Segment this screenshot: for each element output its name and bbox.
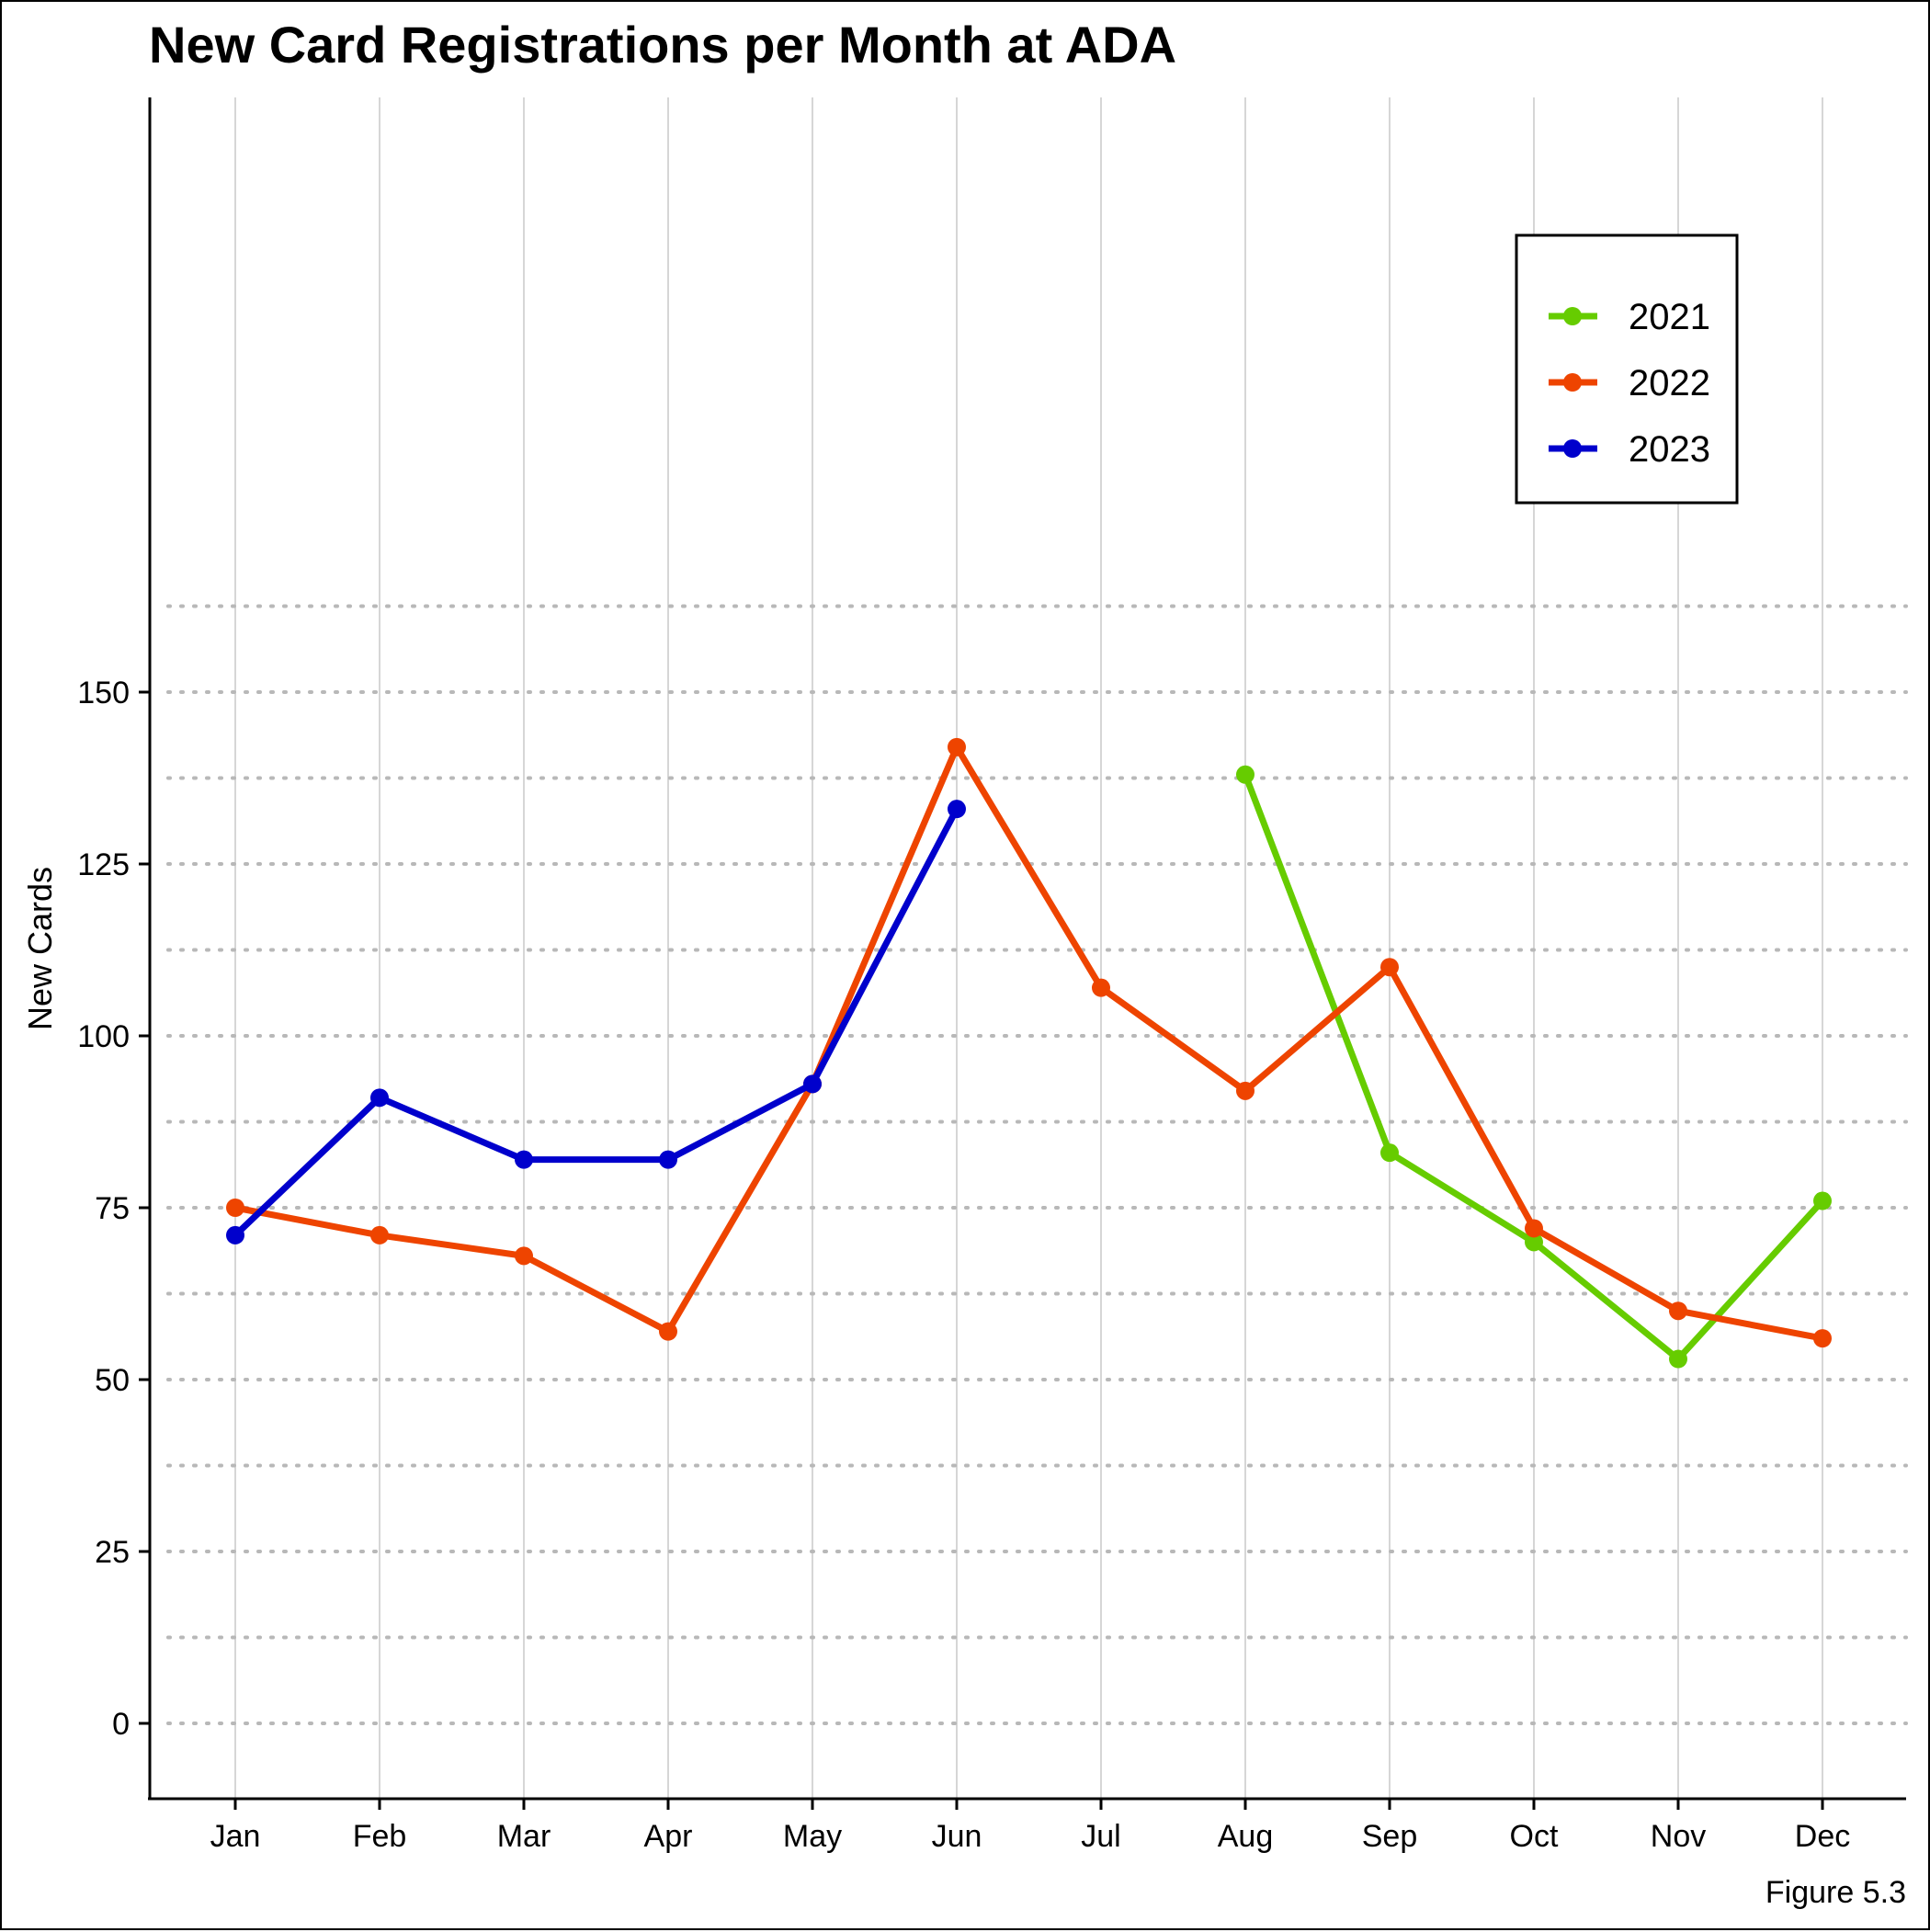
legend-box bbox=[1515, 233, 1739, 505]
data-point bbox=[659, 1322, 677, 1341]
y-tick-label: 125 bbox=[77, 847, 130, 882]
y-tick-label: 50 bbox=[95, 1363, 130, 1398]
data-point bbox=[659, 1150, 677, 1169]
x-tick-label: Feb bbox=[353, 1819, 407, 1854]
x-tick-label: May bbox=[783, 1819, 842, 1854]
data-point bbox=[1380, 1143, 1399, 1163]
x-tick-label: Apr bbox=[644, 1819, 693, 1854]
y-tick-label: 75 bbox=[95, 1191, 130, 1226]
series-line bbox=[232, 805, 960, 1239]
data-point bbox=[1669, 1301, 1687, 1321]
legend: 2021 2022 2023 bbox=[1515, 233, 1739, 505]
legend-swatch-point bbox=[1563, 307, 1582, 325]
legend-swatch-point bbox=[1563, 373, 1582, 392]
data-point bbox=[1092, 978, 1110, 997]
data-point bbox=[1525, 1219, 1543, 1238]
data-point bbox=[803, 1074, 822, 1094]
data-point bbox=[1813, 1329, 1832, 1348]
x-tick-label: Aug bbox=[1218, 1819, 1274, 1854]
y-tick-label: 100 bbox=[77, 1019, 130, 1054]
axes bbox=[148, 97, 1906, 1801]
data-point bbox=[1380, 958, 1399, 977]
x-tick-label: Nov bbox=[1651, 1819, 1706, 1854]
y-tick-label: 25 bbox=[95, 1535, 130, 1570]
figure-caption: Figure 5.3 bbox=[1765, 1875, 1906, 1910]
legend-swatch-point bbox=[1563, 439, 1582, 458]
x-tick-label: Sep bbox=[1362, 1819, 1418, 1854]
data-point bbox=[515, 1246, 533, 1266]
x-tick-label: Jul bbox=[1081, 1819, 1120, 1854]
y-tick-label: 150 bbox=[77, 676, 130, 710]
x-tick-label: Jun bbox=[932, 1819, 982, 1854]
data-point bbox=[948, 800, 966, 819]
data-point bbox=[226, 1225, 244, 1244]
series-2022 bbox=[226, 737, 1832, 1348]
data-point bbox=[370, 1088, 389, 1108]
ticks: 0 25 50 75 100 125 150 Jan Feb Mar Apr May Jun Jul Aug… bbox=[77, 676, 1850, 1854]
data-point bbox=[226, 1199, 244, 1217]
legend-label: 2023 bbox=[1629, 429, 1710, 470]
x-tick-label: Oct bbox=[1510, 1819, 1559, 1854]
x-tick-label: Jan bbox=[210, 1819, 261, 1854]
data-point bbox=[1236, 1081, 1254, 1100]
x-tick-label: Dec bbox=[1795, 1819, 1850, 1854]
x-tick-label: Mar bbox=[497, 1819, 551, 1854]
data-point bbox=[370, 1225, 389, 1244]
y-axis-title: New Cards bbox=[21, 867, 59, 1030]
series-2023 bbox=[226, 800, 966, 1244]
data-point bbox=[1669, 1349, 1687, 1369]
data-point bbox=[1236, 765, 1254, 784]
data-point bbox=[1813, 1191, 1832, 1210]
series-2021 bbox=[1236, 765, 1832, 1369]
data-point bbox=[1525, 1233, 1543, 1252]
series bbox=[226, 737, 1832, 1369]
series-line bbox=[232, 744, 1826, 1342]
data-point bbox=[948, 737, 966, 756]
y-tick-label: 0 bbox=[112, 1707, 130, 1742]
chart-title: New Card Registrations per Month at ADA bbox=[149, 16, 1176, 74]
legend-label: 2022 bbox=[1629, 363, 1710, 403]
data-point bbox=[515, 1150, 533, 1169]
legend-label: 2021 bbox=[1629, 297, 1710, 337]
